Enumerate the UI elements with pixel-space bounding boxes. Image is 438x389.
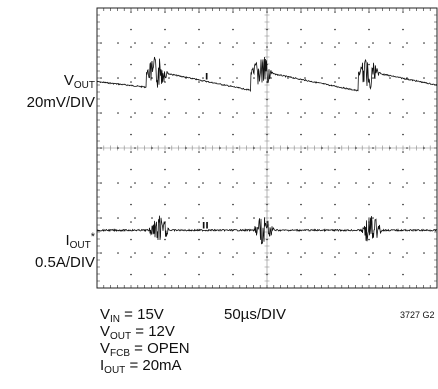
figure-id: 3727 G2 — [400, 310, 435, 320]
iout-channel-marker: II — [202, 221, 209, 231]
condition-vfcb: VFCB = OPEN — [100, 340, 190, 359]
iout-scale: 0.5A/DIV — [34, 254, 95, 271]
vout-label-sub: OUT — [73, 80, 95, 91]
graticule-edge-ticks — [96, 7, 437, 289]
vout-channel-label: VOUT 20mV/DIV — [0, 72, 95, 111]
vout-channel-marker: I — [205, 72, 208, 82]
iout-label-sub: OUT — [69, 240, 91, 251]
condition-iout: IOUT = 20mA — [100, 357, 182, 376]
timebase-label: 50µs/DIV — [224, 306, 286, 323]
vout-trace — [96, 56, 438, 93]
vout-label-main: V — [63, 72, 74, 89]
vout-scale: 20mV/DIV — [26, 94, 95, 111]
iout-trace — [96, 215, 438, 245]
iout-label-sup: * — [90, 231, 95, 243]
condition-vout: VOUT = 12V — [100, 323, 175, 342]
iout-channel-label: IOUT* 0.5A/DIV — [0, 229, 95, 271]
condition-vin: VIN = 15V — [100, 306, 164, 325]
iout-label-main: I — [65, 232, 70, 249]
graticule-center-axes — [96, 7, 437, 289]
